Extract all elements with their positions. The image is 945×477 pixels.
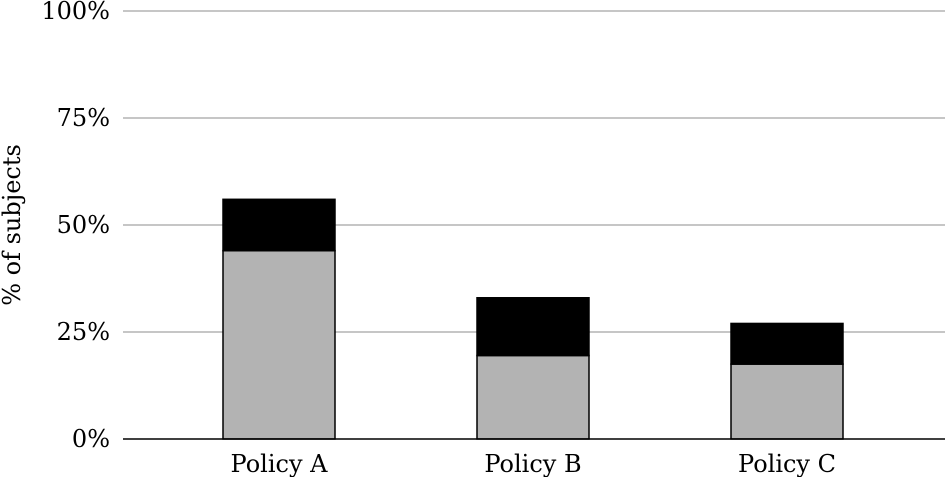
bar-segment-lower [222, 249, 336, 440]
y-tick-label: 100% [41, 0, 110, 25]
bar-segment-upper [222, 198, 336, 252]
x-tick-label: Policy C [738, 450, 836, 477]
y-tick-label: 0% [72, 425, 110, 453]
x-tick-labels: Policy A Policy B Policy C [231, 450, 836, 477]
bar-segment-upper [476, 297, 590, 357]
bar-segment-upper [730, 322, 844, 365]
bars [222, 198, 844, 440]
y-tick-labels: 0% 25% 50% 75% 100% [41, 0, 110, 453]
y-axis-title: % of subjects [0, 144, 26, 306]
x-tick-label: Policy B [484, 450, 581, 477]
x-tick-label: Policy A [231, 450, 329, 477]
y-tick-label: 50% [57, 211, 110, 239]
bar-segment-lower [476, 354, 590, 440]
y-tick-label: 75% [57, 104, 110, 132]
y-tick-label: 25% [57, 318, 110, 346]
bar-segment-lower [730, 363, 844, 440]
